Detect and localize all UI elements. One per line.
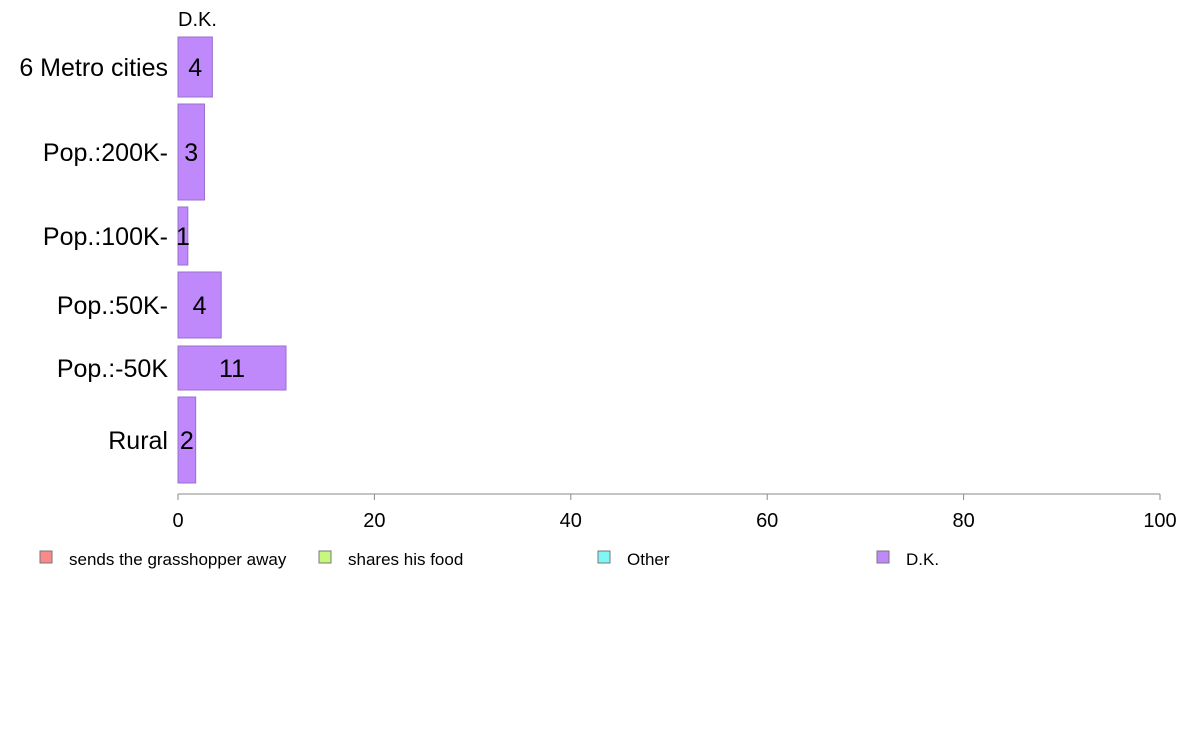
category-label: 6 Metro cities [19,54,168,82]
bar [177,206,189,266]
legend-label: sends the grasshopper away [69,550,287,569]
bar-value-label: 1 [176,223,190,251]
category-label: Rural [108,427,168,455]
legend-label: Other [627,550,670,569]
x-axis: 0 20 40 60 80 100 [172,493,1177,532]
legend-label: shares his food [348,550,463,569]
category-label: Pop.:100K- [43,223,168,251]
bar-value-label: 2 [180,427,194,455]
bar [177,103,206,201]
bar-value-label: 4 [193,292,207,320]
column-header: D.K. [178,9,217,31]
x-tick-label: 0 [172,510,183,532]
category-label: Pop.:50K- [57,292,168,320]
bar [177,271,222,339]
legend-swatch [39,550,53,564]
legend-label: D.K. [906,550,939,569]
category-label: Pop.:-50K [57,355,169,383]
legend-swatch [318,550,332,564]
bar-value-label: 4 [188,54,202,82]
x-tick-label: 40 [560,510,582,532]
x-tick-label: 20 [363,510,385,532]
x-tick-label: 60 [756,510,778,532]
bar [177,36,213,98]
bar [177,345,287,391]
bar-value-label: 11 [219,355,245,383]
bars-group: 6 Metro cities 4 Pop.:200K- 3 Pop.:100K- 1 Pop… [19,36,287,484]
bar [177,396,197,484]
legend-swatch [876,550,890,564]
x-tick-label: 80 [952,510,974,532]
bar-value-label: 3 [184,139,198,167]
legend: sends the grasshopper away shares his foo… [39,550,939,569]
x-tick-label: 100 [1143,510,1176,532]
legend-swatch [597,550,611,564]
category-label: Pop.:200K- [43,139,168,167]
